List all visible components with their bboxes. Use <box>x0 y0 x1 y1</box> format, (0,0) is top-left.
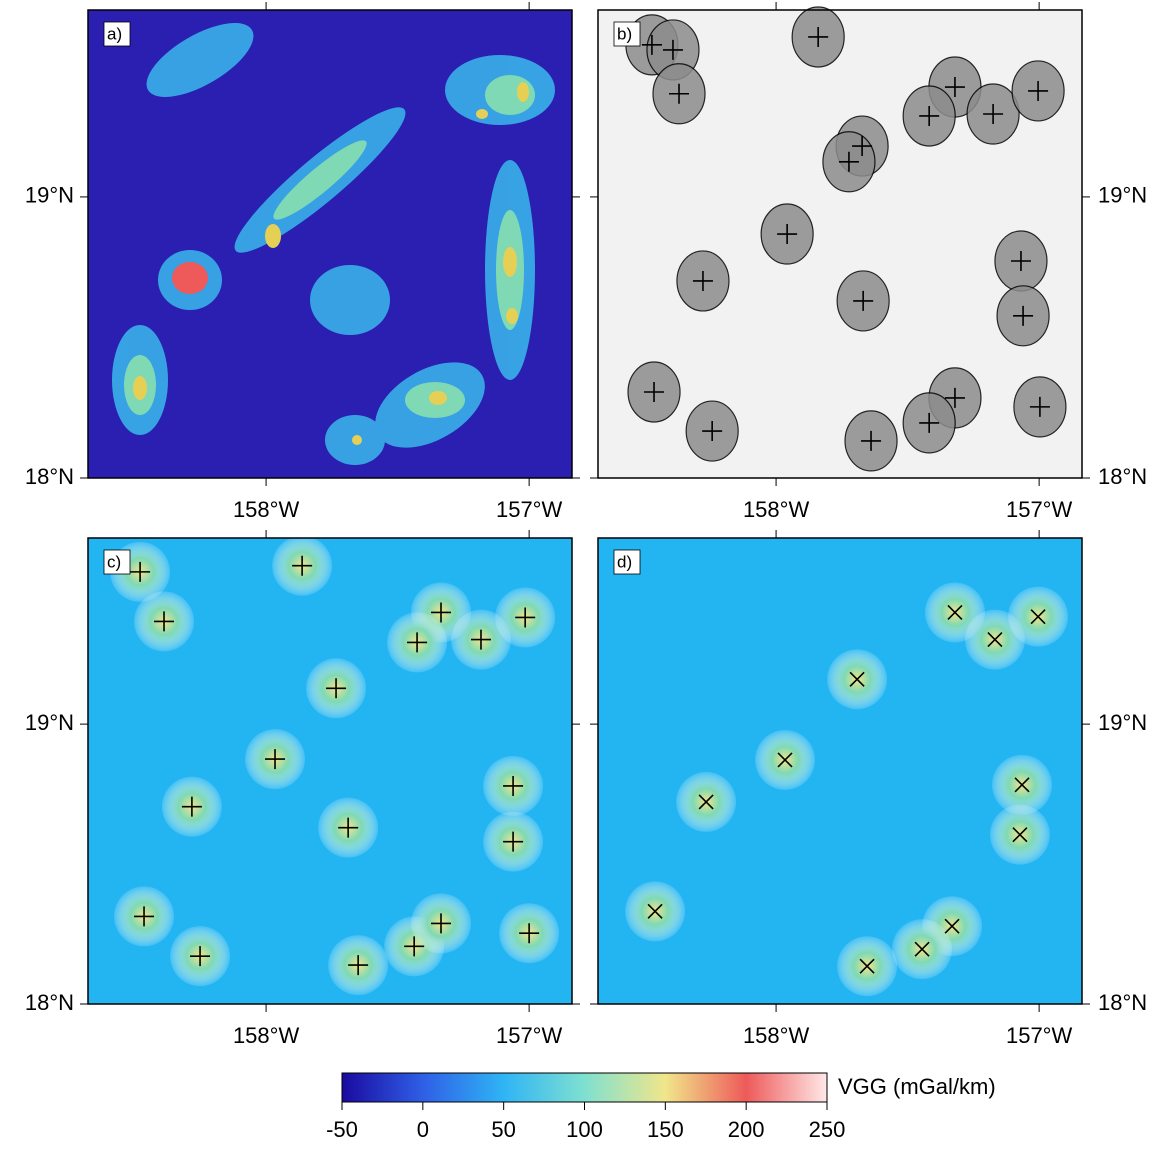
marker <box>947 604 963 621</box>
marker <box>519 923 540 944</box>
marker <box>944 77 965 98</box>
marker <box>134 906 155 927</box>
marker <box>338 817 359 838</box>
marker <box>808 26 829 47</box>
marker <box>641 34 662 55</box>
marker <box>326 678 347 699</box>
marker <box>407 632 428 653</box>
panel-frame <box>87 537 573 1005</box>
marker <box>702 421 723 442</box>
panel-label: a) <box>107 24 122 43</box>
marker <box>983 104 1004 124</box>
panel-a-texture <box>88 10 572 478</box>
x-tick-label: 157°W <box>1006 497 1073 522</box>
marker <box>698 794 714 810</box>
marker <box>777 224 798 245</box>
colorbar-tick-label: 100 <box>566 1117 603 1142</box>
marker <box>852 136 873 157</box>
x-tick-label: 158°W <box>233 1023 300 1048</box>
x-tick-label: 157°W <box>1006 1023 1073 1048</box>
marker <box>348 955 369 976</box>
marker <box>515 607 536 628</box>
panel-label: b) <box>617 24 632 43</box>
panel-frame <box>87 9 573 479</box>
marker <box>919 412 940 433</box>
marker <box>470 629 491 650</box>
marker <box>644 381 665 402</box>
panel-frame <box>597 537 1083 1005</box>
panel-label: c) <box>107 552 121 571</box>
marker <box>1029 396 1050 417</box>
marker <box>130 561 151 582</box>
y-tick-label: 18°N <box>1098 464 1147 489</box>
marker <box>1014 777 1030 793</box>
y-tick-label: 19°N <box>25 183 74 208</box>
marker <box>404 936 425 957</box>
marker <box>919 105 940 126</box>
marker <box>859 958 875 974</box>
x-tick-label: 158°W <box>233 497 300 522</box>
marker <box>1013 305 1034 326</box>
marker <box>265 749 286 770</box>
marker <box>914 941 930 957</box>
marker <box>853 290 874 311</box>
marker <box>1030 609 1046 625</box>
colorbar-tick-label: -50 <box>326 1117 358 1142</box>
y-tick-label: 19°N <box>25 710 74 735</box>
y-tick-label: 18°N <box>25 990 74 1015</box>
x-tick-label: 157°W <box>496 1023 563 1048</box>
panel-label-box <box>613 21 641 47</box>
marker <box>1028 80 1049 101</box>
panel-frame <box>597 9 1083 479</box>
marker <box>647 903 663 919</box>
y-tick-label: 19°N <box>1098 183 1147 208</box>
marker <box>190 946 211 967</box>
marker <box>692 270 713 291</box>
marker <box>777 752 793 768</box>
marker <box>944 387 965 408</box>
colorbar-tick-label: 250 <box>809 1117 846 1142</box>
marker <box>431 913 452 934</box>
panels: a) 158°W 157°W 18°N 19°N b) 158°W 157°W 18°N 19°N… <box>25 2 1147 1048</box>
panel-label: d) <box>617 552 632 571</box>
marker <box>662 39 683 60</box>
x-tick-label: 158°W <box>743 497 810 522</box>
x-tick-label: 157°W <box>496 497 563 522</box>
marker <box>849 671 865 687</box>
marker <box>987 632 1003 648</box>
marker <box>503 775 524 796</box>
marker <box>181 796 202 817</box>
colorbar-tick-label: 0 <box>417 1117 429 1142</box>
marker <box>1012 827 1028 843</box>
marker <box>669 83 690 104</box>
marker <box>838 151 859 172</box>
x-tick-label: 158°W <box>743 1023 810 1048</box>
y-tick-label: 18°N <box>1098 990 1147 1015</box>
y-tick-label: 18°N <box>25 464 74 489</box>
marker <box>1010 251 1031 272</box>
colorbar-label: VGG (mGal/km) <box>838 1074 996 1099</box>
marker <box>292 555 313 576</box>
colorbar-tick-label: 150 <box>647 1117 684 1142</box>
marker <box>861 430 882 451</box>
marker <box>154 611 175 632</box>
panel-label-box <box>103 549 131 575</box>
colorbar <box>341 1072 828 1103</box>
panel-label-box <box>103 21 131 47</box>
marker <box>431 602 452 623</box>
y-tick-label: 19°N <box>1098 710 1147 735</box>
marker <box>944 918 960 934</box>
panel-label-box <box>613 549 641 575</box>
colorbar-tick-label: 200 <box>728 1117 765 1142</box>
marker <box>503 831 524 852</box>
colorbar-tick-label: 50 <box>491 1117 515 1142</box>
